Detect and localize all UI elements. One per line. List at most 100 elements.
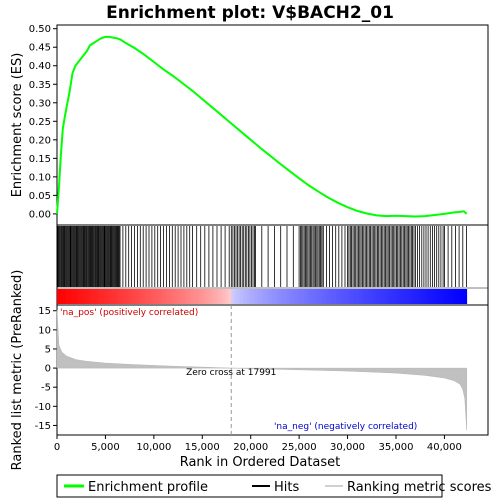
chart-title: Enrichment plot: V$BACH2_01 bbox=[106, 3, 394, 23]
es-y-tick-label: 0.40 bbox=[29, 61, 51, 72]
neg-annotation: 'na_neg' (negatively correlated) bbox=[274, 422, 417, 432]
color-bar-cell bbox=[109, 289, 113, 304]
metric-y-tick-label: -10 bbox=[35, 402, 51, 413]
legend-label: Enrichment profile bbox=[88, 480, 208, 495]
color-bar-cell bbox=[240, 289, 244, 304]
color-bar-cell bbox=[202, 289, 206, 304]
ranking-metric-area bbox=[56, 309, 467, 431]
color-bar-cell bbox=[417, 289, 421, 304]
color-bar-cell bbox=[173, 289, 177, 304]
color-bar-cell bbox=[309, 289, 314, 304]
color-bar-cell bbox=[382, 289, 386, 304]
es-axis: 0.00 0.05 0.10 0.15 0.20 0.25 0.30 0.35 0.40 0.45… bbox=[29, 24, 57, 220]
color-bar-cell bbox=[306, 289, 311, 304]
color-bar-cell bbox=[344, 289, 348, 304]
color-bar-cell bbox=[272, 289, 276, 304]
metric-y-tick-label: -15 bbox=[35, 421, 51, 432]
color-bar-cell bbox=[399, 289, 404, 304]
color-bar-cell bbox=[179, 289, 183, 304]
x-tick-label: 35,000 bbox=[378, 442, 413, 453]
color-bar-cell bbox=[370, 289, 375, 304]
color-bar-cell bbox=[318, 289, 322, 304]
color-bar-cell bbox=[365, 289, 369, 304]
color-bar-cell bbox=[187, 289, 192, 304]
color-bar-cell bbox=[321, 289, 325, 304]
color-bar-cell bbox=[216, 289, 221, 304]
color-bar-cell bbox=[120, 289, 125, 304]
enrichment-profile-line bbox=[56, 35, 468, 218]
color-bar-cell bbox=[208, 289, 212, 304]
color-bar-cell bbox=[152, 289, 157, 304]
color-bar-cell bbox=[161, 289, 165, 304]
color-bar-cell bbox=[199, 289, 203, 304]
color-bar-cell bbox=[86, 289, 90, 304]
metric-y-tick-label: 15 bbox=[38, 306, 51, 317]
color-bar-cell bbox=[411, 289, 415, 304]
color-bar-cell bbox=[402, 289, 407, 304]
color-bar-cell bbox=[280, 289, 285, 304]
color-bar-cell bbox=[283, 289, 287, 304]
color-bar-cell bbox=[115, 289, 119, 304]
color-bar-cell bbox=[190, 289, 194, 304]
es-y-tick-label: 0.00 bbox=[29, 209, 51, 220]
legend-label: Hits bbox=[274, 480, 299, 495]
color-bar-cell bbox=[68, 289, 72, 304]
color-bar-cell bbox=[394, 289, 398, 304]
color-bar-cell bbox=[147, 289, 151, 304]
color-bar-cell bbox=[266, 289, 270, 304]
color-bar-cell bbox=[196, 289, 200, 304]
color-bar-cell bbox=[83, 289, 87, 304]
color-bar-cell bbox=[324, 289, 328, 304]
es-y-tick-label: 0.30 bbox=[29, 98, 51, 109]
color-bar-cell bbox=[277, 289, 282, 304]
color-bar-cell bbox=[65, 289, 70, 304]
color-bar-cell bbox=[373, 289, 378, 304]
color-bar-cell bbox=[141, 289, 145, 304]
color-bar-cell bbox=[106, 289, 110, 304]
x-tick-label: 40,000 bbox=[427, 442, 462, 453]
x-tick-label: 30,000 bbox=[330, 442, 365, 453]
color-bar-cell bbox=[414, 289, 418, 304]
es-y-tick-label: 0.15 bbox=[29, 154, 51, 165]
color-bar-cell bbox=[167, 289, 171, 304]
color-bar-cell bbox=[298, 289, 302, 304]
color-bar-cell bbox=[170, 289, 174, 304]
color-bar-cell bbox=[426, 289, 430, 304]
color-bar-cell bbox=[129, 289, 133, 304]
metric-panel-frame bbox=[56, 304, 489, 436]
color-bar-cell bbox=[228, 289, 232, 304]
color-bar-cell bbox=[77, 289, 81, 304]
color-bar-cell bbox=[289, 289, 293, 304]
color-bar-cell bbox=[144, 289, 148, 304]
color-bar-cell bbox=[353, 289, 357, 304]
color-bar-cell bbox=[443, 289, 447, 304]
color-bar-cell bbox=[135, 289, 139, 304]
color-bar-cell bbox=[118, 289, 122, 304]
color-bar-cell bbox=[213, 289, 218, 304]
es-y-tick-label: 0.45 bbox=[29, 43, 51, 54]
color-bar-cell bbox=[379, 289, 383, 304]
color-bar-cell bbox=[57, 289, 61, 304]
color-bar-cell bbox=[74, 289, 78, 304]
legend-box bbox=[56, 474, 443, 498]
es-y-tick-label: 0.10 bbox=[29, 172, 51, 183]
es-y-tick-label: 0.25 bbox=[29, 117, 51, 128]
color-bar-cell bbox=[455, 289, 459, 304]
es-y-tick-label: 0.35 bbox=[29, 80, 51, 91]
color-bar-cell bbox=[251, 289, 255, 304]
color-bar-cell bbox=[420, 289, 424, 304]
color-bar-cell bbox=[335, 289, 340, 304]
color-bar-cell bbox=[71, 289, 75, 304]
color-bar-cell bbox=[292, 289, 296, 304]
color-bar-cell bbox=[211, 289, 215, 304]
color-bar-cell bbox=[155, 289, 160, 304]
zero-cross-annotation: Zero cross at 17991 bbox=[186, 368, 276, 378]
es-axis-label: Enrichment score (ES) bbox=[10, 53, 25, 198]
color-bar-cell bbox=[149, 289, 154, 304]
color-bar-cell bbox=[315, 289, 319, 304]
color-bar-cell bbox=[59, 289, 64, 304]
color-bar-cell bbox=[103, 289, 107, 304]
color-bar-cell bbox=[362, 289, 366, 304]
metric-y-tick-label: 10 bbox=[38, 325, 51, 336]
